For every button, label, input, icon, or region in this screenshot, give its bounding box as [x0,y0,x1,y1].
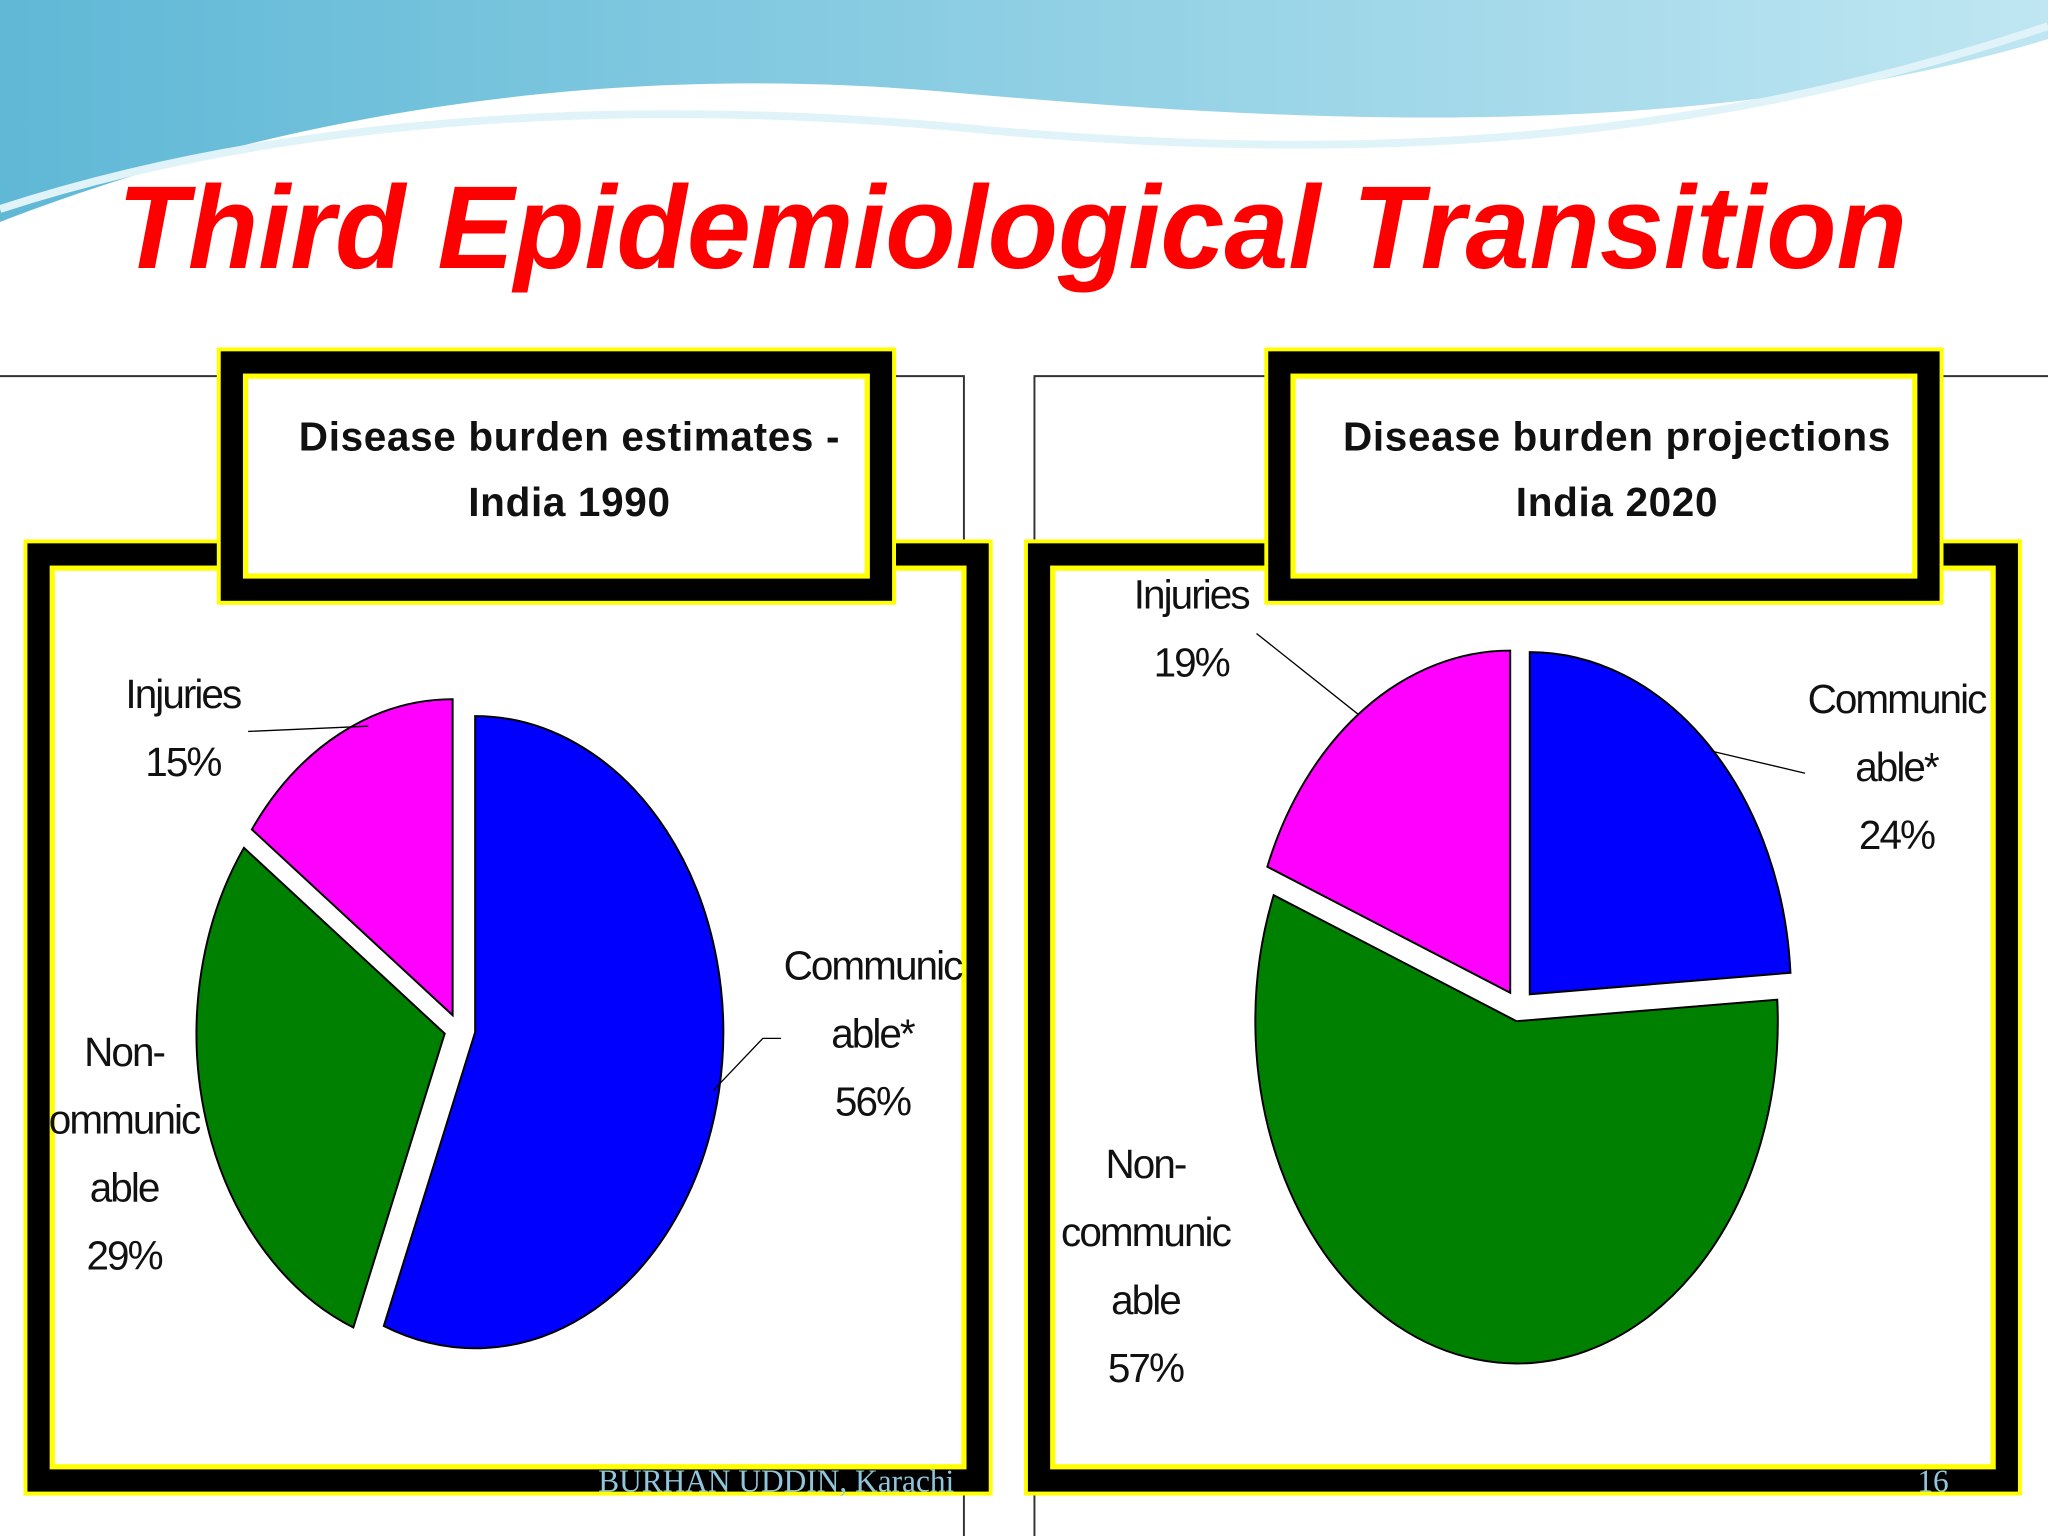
pie-slice [250,698,454,1018]
slice-category: Non- communic able [1061,1141,1232,1324]
pie-slice [1254,893,1779,1365]
slice-value-label: 19% [1153,639,1231,686]
charts [23,347,2022,1496]
slice-category: Injuries [1133,572,1251,618]
slice-label: Injuries 15% [52,661,313,797]
slide-title: Third Epidemiological Transition [118,162,1907,293]
slice-category: Communic able* [1807,676,1988,791]
slice-value-label: 57% [1107,1345,1185,1392]
pie-slice [1528,651,1792,996]
slice-value-label: 24% [1858,812,1936,859]
slice-label: Non- communic able 57% [1015,1131,1276,1403]
chart-title: Disease burden projections India 2020 [1342,414,1891,526]
slice-category: Non- ommunic able [48,1029,202,1211]
pie-slice [382,715,725,1350]
slice-category: Injuries [125,671,242,718]
slice-value-label: 15% [145,739,222,785]
slice-value-label: 56% [834,1078,912,1125]
leader-line [1256,632,1359,715]
slice-label: Injuries 19% [1061,562,1322,698]
slice-label: Communic able* 24% [1766,666,2027,870]
slice-category: Communic able* [783,943,964,1057]
leader-line [248,725,369,733]
slice-label: Non- ommunic able 29% [0,1019,255,1291]
slice-label: Communic able* 56% [742,933,1003,1137]
footer-author: BURHAN UDDIN, Karachi [598,1465,955,1500]
leader-line [712,1037,782,1092]
slice-value-label: 29% [86,1232,163,1279]
pie-slice [195,846,446,1329]
header-wave [0,0,2048,223]
title-frame-panel [1295,378,1913,574]
footer-page: 16 [1917,1465,1949,1500]
chart-title: Disease burden estimates - India 1990 [298,414,841,526]
leader-line [1710,750,1806,774]
title-frame-panel [248,378,865,574]
header-wave-line [0,22,2048,213]
pie-slice [1266,649,1512,995]
